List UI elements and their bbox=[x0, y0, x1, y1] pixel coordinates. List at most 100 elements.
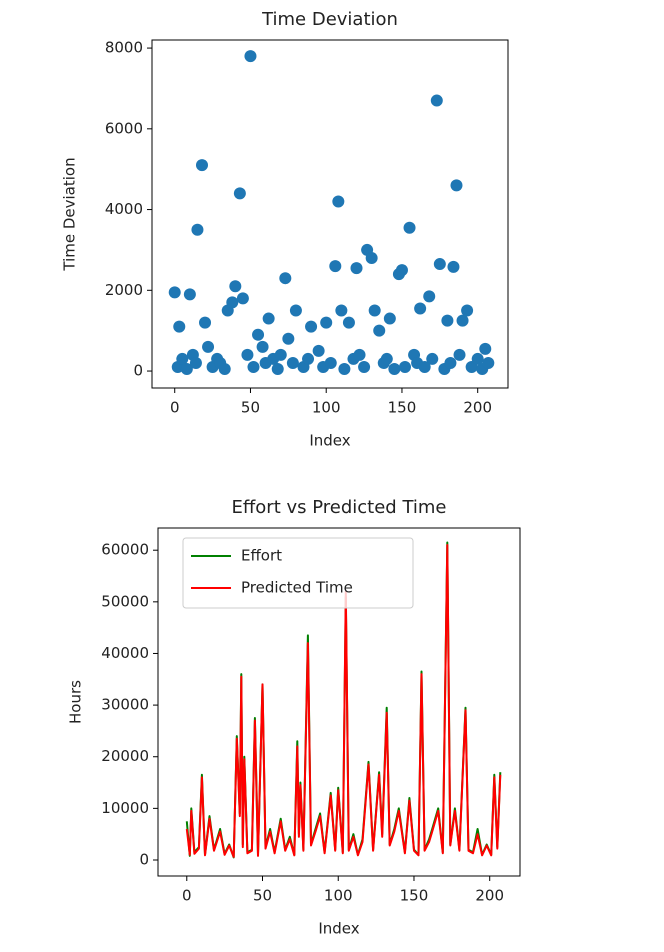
point bbox=[471, 352, 484, 365]
point bbox=[218, 363, 231, 376]
point bbox=[286, 356, 299, 369]
y-tick-label: 4000 bbox=[105, 200, 143, 218]
point bbox=[482, 356, 495, 369]
x-tick-label: 200 bbox=[463, 399, 492, 417]
line bbox=[185, 544, 502, 858]
point bbox=[456, 314, 469, 327]
point bbox=[202, 340, 215, 353]
point bbox=[368, 304, 381, 317]
y-tick-label: 10000 bbox=[101, 799, 149, 817]
point bbox=[423, 290, 436, 303]
point bbox=[195, 159, 208, 172]
point bbox=[289, 304, 302, 317]
x-tick-label: 150 bbox=[400, 887, 429, 905]
x-tick-label: 0 bbox=[182, 887, 192, 905]
axes-frame bbox=[151, 39, 509, 389]
point bbox=[189, 356, 202, 369]
point bbox=[262, 312, 275, 325]
point bbox=[320, 316, 333, 329]
chart: Time Deviation Index Time Deviation 0 50 100 1… bbox=[61, 9, 509, 450]
point bbox=[241, 348, 254, 361]
chart: Effort vs Predicted Time Index Hours 0 50 100… bbox=[67, 497, 521, 938]
x-axis-label: Index bbox=[318, 920, 359, 938]
x-tick-label: 0 bbox=[170, 399, 180, 417]
x-tick-label: 100 bbox=[324, 887, 353, 905]
point bbox=[244, 50, 257, 63]
legend-box bbox=[182, 537, 414, 609]
point bbox=[302, 352, 315, 365]
point bbox=[252, 328, 265, 341]
point bbox=[430, 94, 443, 107]
point bbox=[256, 340, 269, 353]
point bbox=[395, 264, 408, 277]
y-tick-label: 2000 bbox=[105, 281, 143, 299]
point bbox=[247, 361, 260, 374]
point bbox=[324, 356, 337, 369]
point bbox=[312, 344, 325, 357]
point bbox=[176, 352, 189, 365]
chart-title: Time Deviation bbox=[261, 9, 398, 30]
y-tick-label: 20000 bbox=[101, 747, 149, 765]
point bbox=[229, 280, 242, 293]
point bbox=[461, 304, 474, 317]
point bbox=[305, 320, 318, 333]
point bbox=[444, 356, 457, 369]
y-tick-label: 40000 bbox=[101, 644, 149, 662]
point bbox=[403, 221, 416, 234]
y-axis-label: Hours bbox=[67, 680, 85, 724]
point bbox=[335, 304, 348, 317]
point bbox=[180, 363, 193, 376]
point bbox=[168, 286, 181, 299]
point bbox=[233, 187, 246, 200]
point bbox=[398, 361, 411, 374]
point bbox=[426, 352, 439, 365]
point bbox=[353, 348, 366, 361]
point bbox=[453, 348, 466, 361]
x-tick-label: 50 bbox=[253, 887, 272, 905]
x-tick-label: 100 bbox=[312, 399, 341, 417]
point bbox=[350, 262, 363, 275]
point bbox=[418, 361, 431, 374]
y-tick-label: 50000 bbox=[101, 592, 149, 610]
point bbox=[236, 292, 249, 305]
point bbox=[358, 361, 371, 374]
point bbox=[380, 352, 393, 365]
point bbox=[271, 363, 284, 376]
point bbox=[414, 302, 427, 315]
point bbox=[226, 296, 239, 309]
point bbox=[441, 314, 454, 327]
point bbox=[373, 324, 386, 337]
point bbox=[173, 320, 186, 333]
point bbox=[329, 260, 342, 273]
point bbox=[388, 363, 401, 376]
y-tick-label: 30000 bbox=[101, 696, 149, 714]
y-tick-label: 6000 bbox=[105, 119, 143, 137]
point bbox=[383, 312, 396, 325]
y-tick-label: 8000 bbox=[105, 39, 143, 57]
x-tick-label: 200 bbox=[475, 887, 504, 905]
axes-frame bbox=[157, 527, 521, 877]
point bbox=[332, 195, 345, 208]
x-tick-label: 50 bbox=[241, 399, 260, 417]
point bbox=[191, 223, 204, 236]
y-tick-label: 0 bbox=[133, 362, 143, 380]
y-tick-label: 0 bbox=[139, 850, 149, 868]
point bbox=[199, 316, 212, 329]
point bbox=[447, 260, 460, 273]
point bbox=[365, 252, 378, 265]
x-axis-label: Index bbox=[309, 432, 350, 450]
point bbox=[479, 342, 492, 355]
point bbox=[450, 179, 463, 192]
point bbox=[338, 363, 351, 376]
legend-label: Effort bbox=[241, 547, 282, 565]
point bbox=[183, 288, 196, 301]
y-tick-label: 60000 bbox=[101, 541, 149, 559]
x-tick-label: 150 bbox=[388, 399, 417, 417]
point bbox=[433, 258, 446, 271]
legend-label: Predicted Time bbox=[241, 579, 353, 597]
point bbox=[274, 348, 287, 361]
point bbox=[279, 272, 292, 285]
point bbox=[342, 316, 355, 329]
y-axis-label: Time Deviation bbox=[61, 157, 79, 271]
